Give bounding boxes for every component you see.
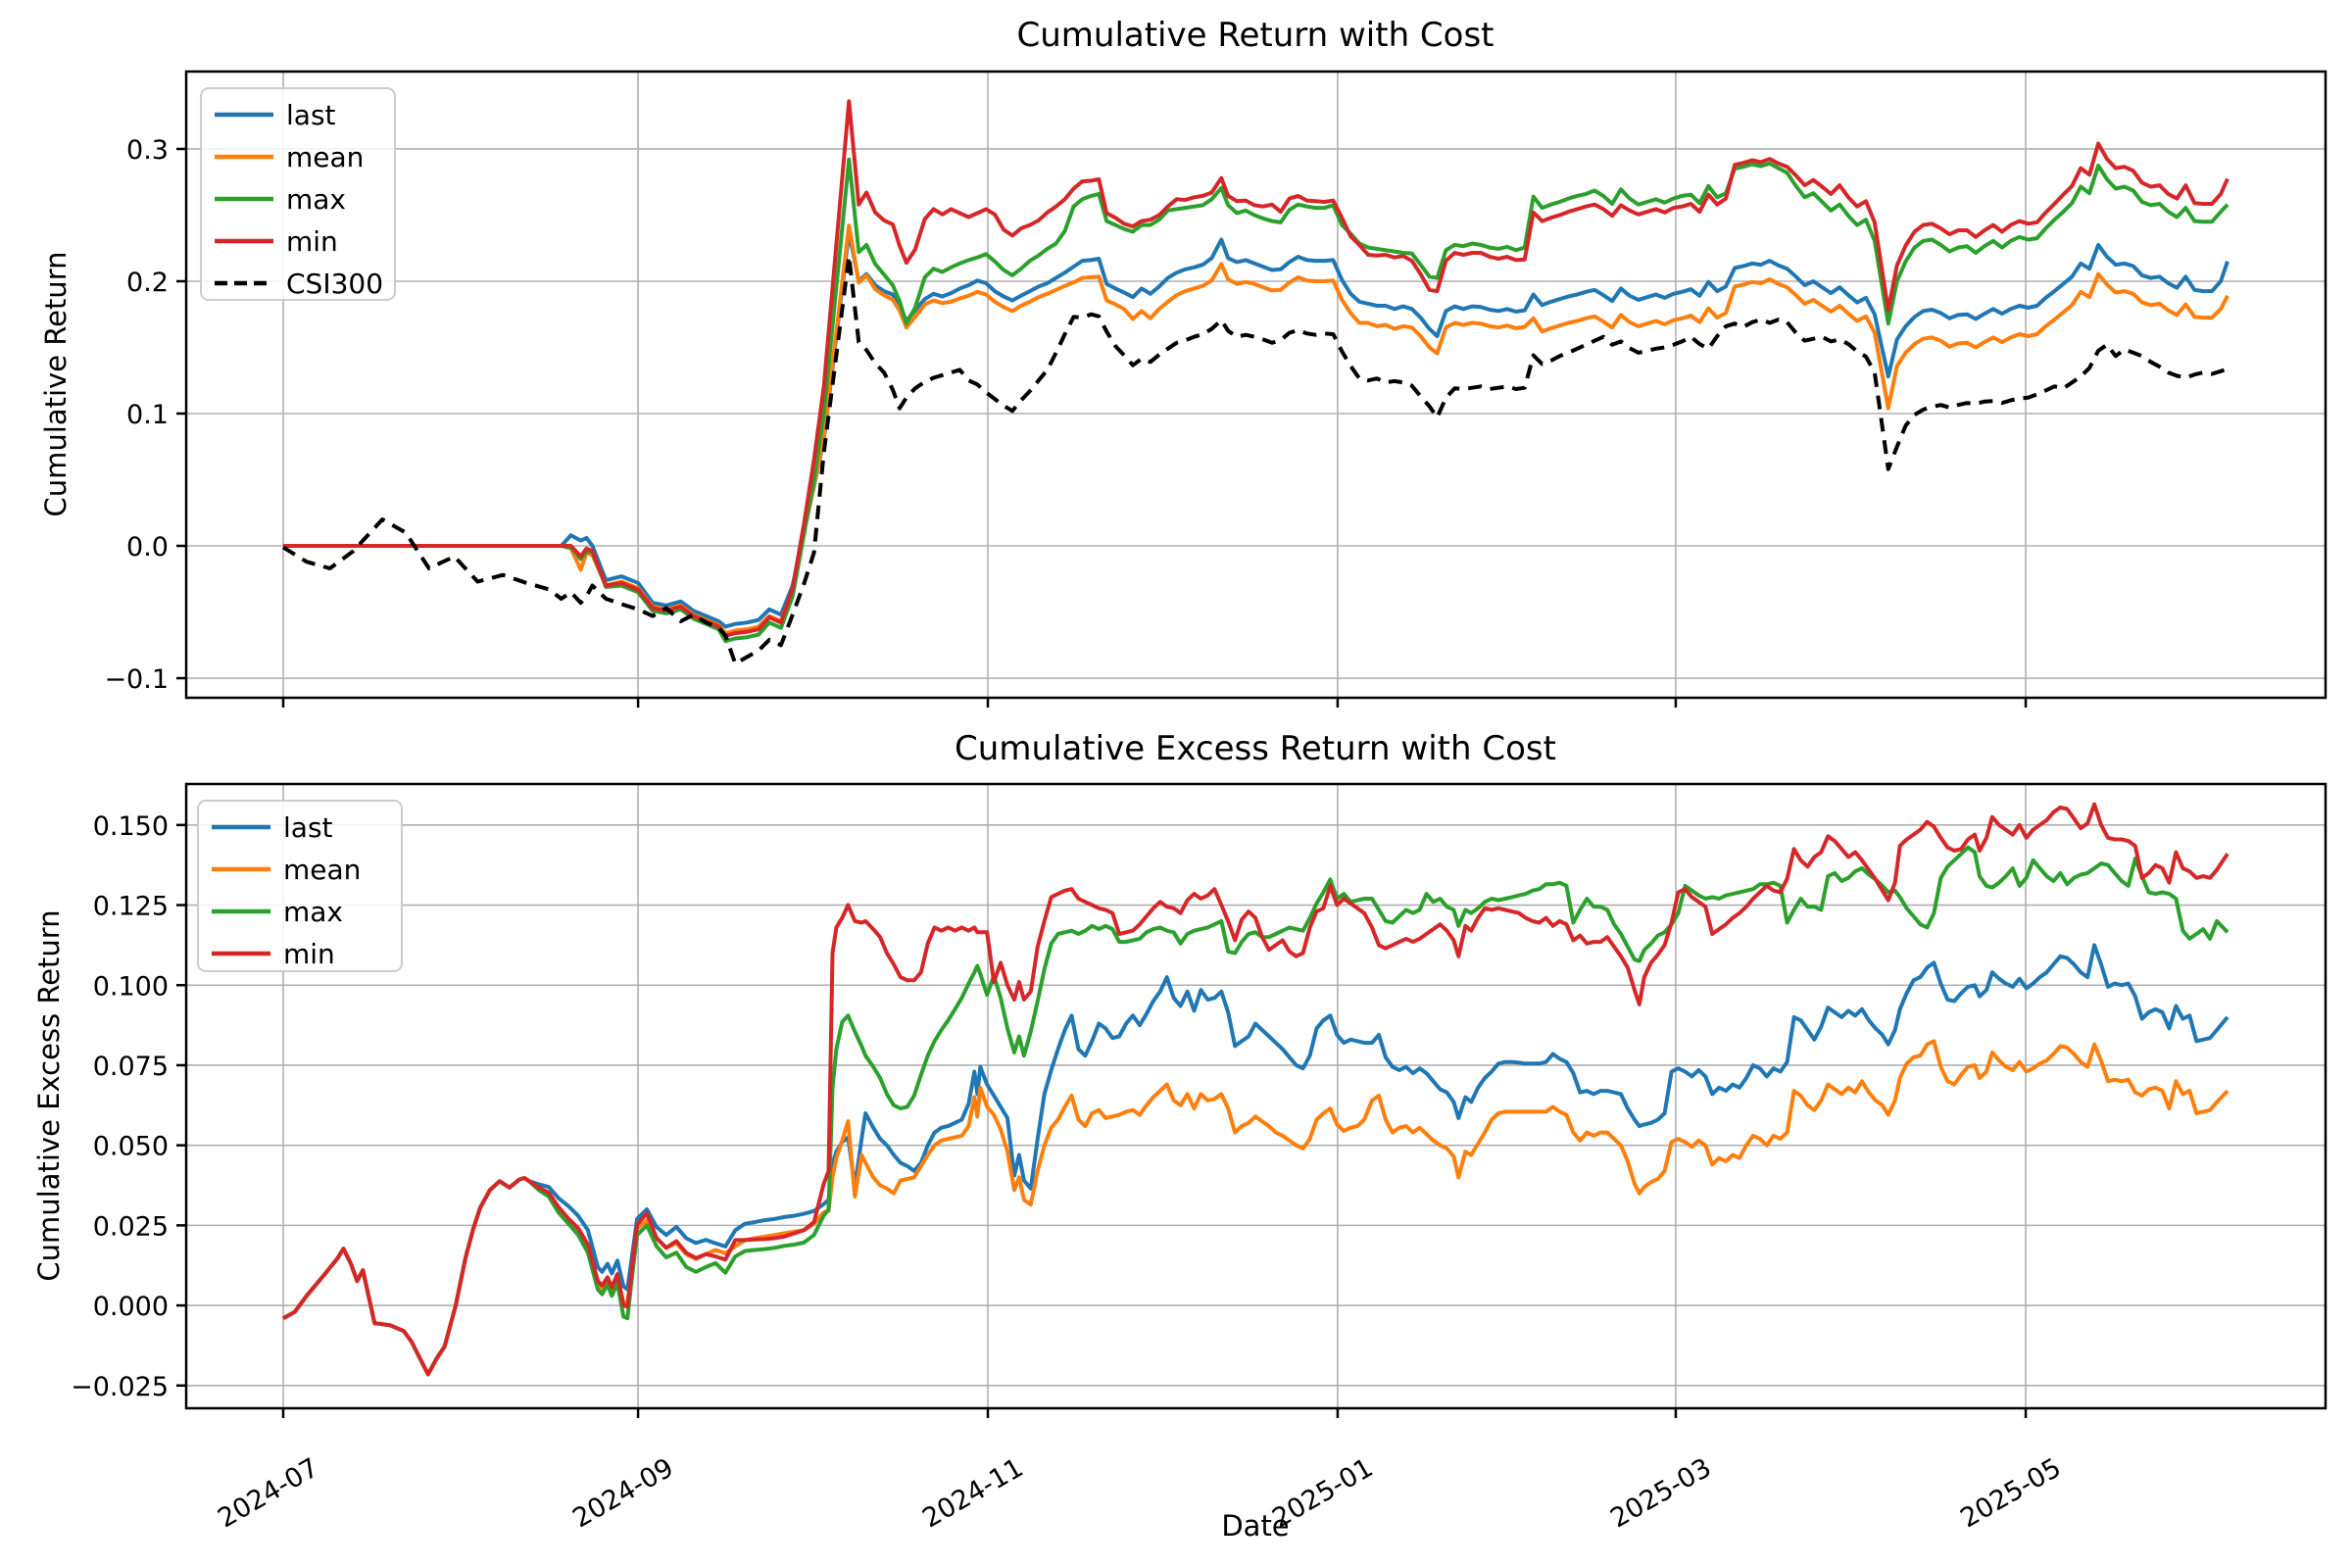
series-line-min [283,99,2230,638]
top-y-axis-label: Cumulative Return [39,251,73,517]
legend-label-min: min [286,225,338,258]
y-tick-label: −0.1 [104,664,169,695]
y-tick-label: 0.3 [126,135,169,166]
y-tick-label: 0.125 [93,892,169,922]
legend-label-min: min [283,938,335,970]
x-tick-label: 2025-03 [1605,1452,1716,1534]
series-line-last [282,943,2230,1377]
x-tick-label: 2024-09 [567,1452,678,1534]
legend-label-max: max [283,896,343,928]
y-tick-label: 0.025 [93,1211,169,1242]
x-tick-label: 2024-07 [213,1452,323,1534]
axes-spine [184,70,2328,700]
y-tick-label: 0.2 [126,268,169,298]
series-line-mean [283,223,2230,636]
bottom-y-axis-label: Cumulative Excess Return [32,909,66,1282]
x-axis-label: Date [1221,1509,1290,1543]
legend-label-last: last [283,811,333,844]
y-tick-label: 0.0 [126,532,169,563]
series-line-last [283,230,2230,629]
series-line-mean [282,1039,2230,1377]
y-tick-label: 0.1 [126,400,169,430]
legend-box [197,800,403,972]
series-line-csi300 [281,254,2229,666]
legend-label-last: last [286,99,336,131]
legend-label-mean: mean [286,141,364,173]
axes-spine [184,782,2328,1410]
legend-label-max: max [286,183,346,216]
legend-box [200,87,396,301]
y-tick-label: 0.150 [93,811,169,842]
y-tick-label: 0.075 [93,1052,169,1082]
y-tick-label: −0.025 [71,1372,169,1402]
x-tick-label: 2024-11 [917,1452,1028,1534]
legend-label-csi300: CSI300 [286,268,383,300]
y-tick-label: 0.050 [93,1132,169,1162]
legend-label-mean: mean [283,854,361,886]
y-tick-label: 0.100 [93,971,169,1002]
top-chart-title: Cumulative Return with Cost [1016,16,1494,55]
x-tick-label: 2025-05 [1955,1452,2066,1534]
series-line-max [283,157,2230,644]
bottom-chart-title: Cumulative Excess Return with Cost [955,729,1556,768]
series-line-max [282,845,2230,1377]
series-line-min [282,802,2230,1377]
y-tick-label: 0.000 [93,1292,169,1322]
